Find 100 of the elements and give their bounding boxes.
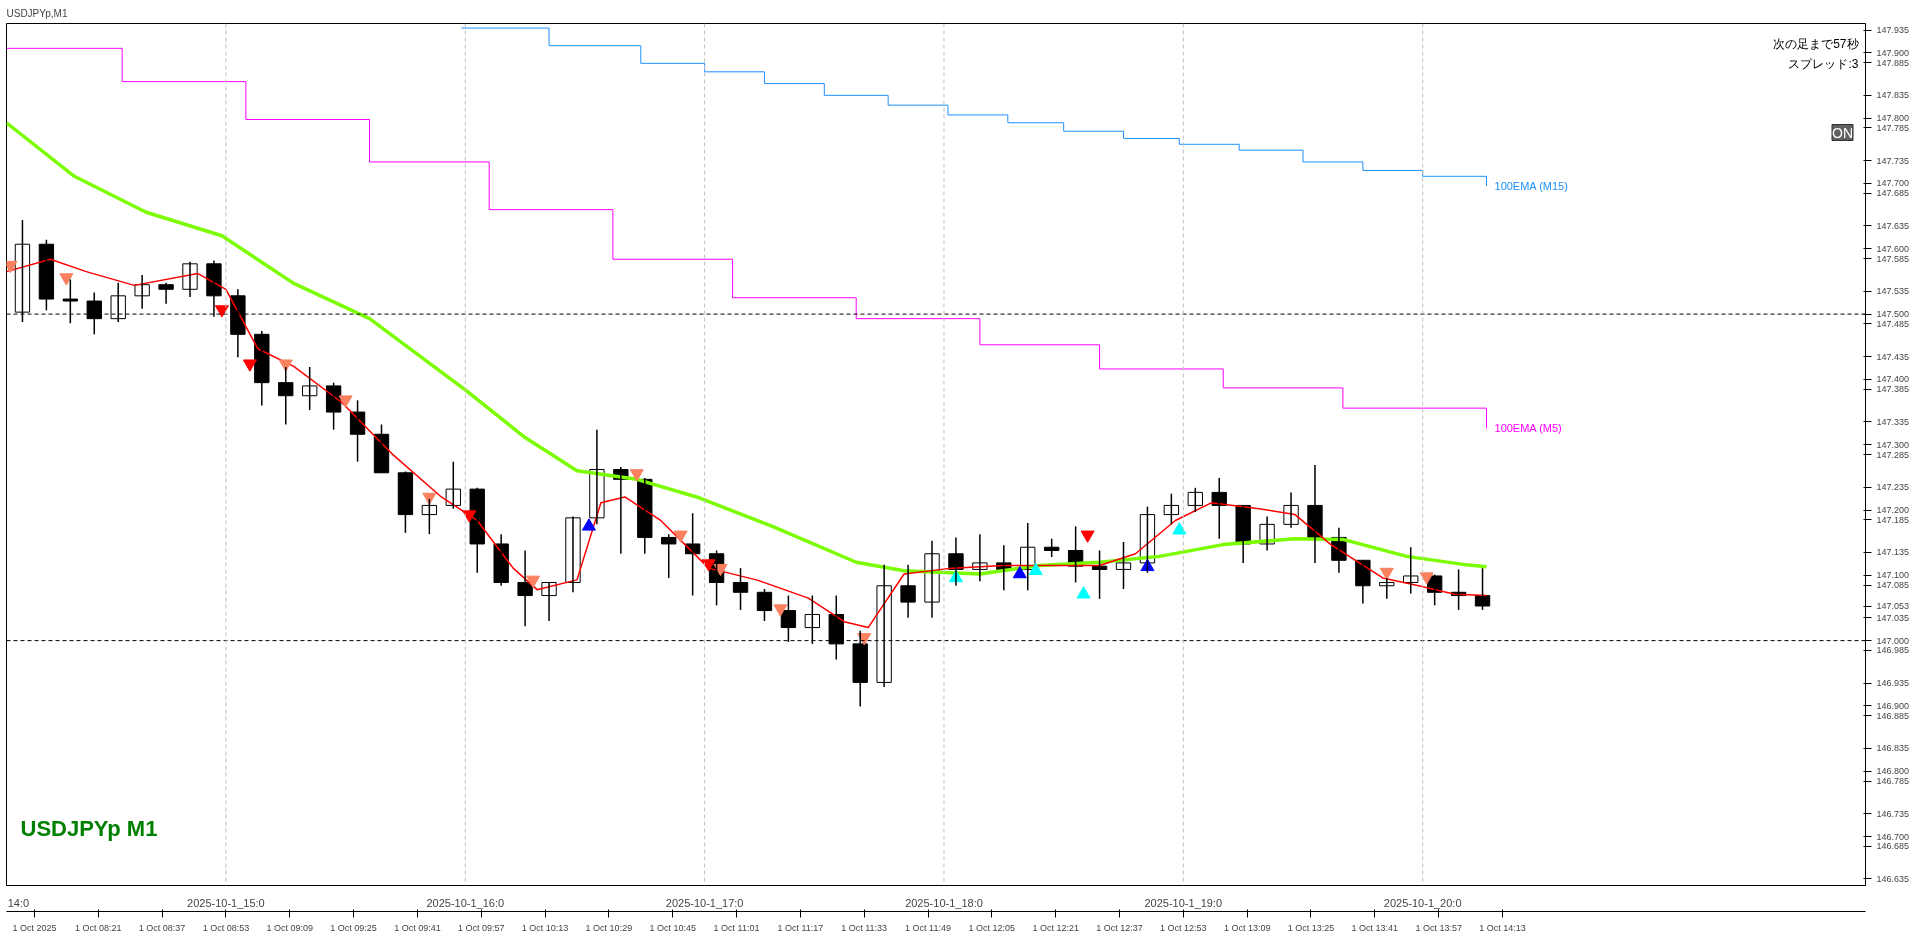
x2-tick-label: 1 Oct 13:41 [1351, 922, 1399, 933]
x2-tick-label: 1 Oct 12:53 [1160, 922, 1207, 933]
y-tick-label: 147.100 [1876, 570, 1910, 581]
point [242, 359, 257, 372]
x2-tick-label: 1 Oct 09:25 [330, 922, 377, 933]
y-tick-label: 147.500 [1876, 309, 1910, 320]
y-tick-label: 146.985 [1876, 645, 1910, 656]
y-tick-label: 147.835 [1876, 90, 1910, 101]
x2-tick-label: 1 Oct 13:25 [1287, 922, 1335, 933]
candlestick [302, 366, 318, 411]
x2-tick-label: 1 Oct 10:29 [585, 922, 633, 933]
y-tick-label: 147.485 [1876, 318, 1910, 329]
y-tick-label: 146.700 [1876, 831, 1910, 842]
y-tick-label: 146.785 [1876, 776, 1910, 787]
x2-tick-label: 1 Oct 10:45 [649, 922, 696, 933]
x2-tick-label: 1 Oct 08:21 [74, 922, 122, 933]
x2-tick-label: 1 Oct 11:49 [905, 922, 951, 933]
y-tick-label: 147.685 [1876, 188, 1910, 199]
x2-tick-label: 1 Oct 13:57 [1415, 922, 1462, 933]
point [673, 530, 688, 543]
y-tick-label: 147.285 [1876, 449, 1910, 460]
candlestick [1115, 541, 1132, 590]
x2-tick-label: 1 Oct 10:13 [521, 922, 569, 933]
x2-tick-label: 1 Oct 08:37 [138, 922, 186, 933]
x2-tick-label: 1 Oct 12:21 [1032, 922, 1079, 933]
y-tick-label: 147.935 [1876, 25, 1910, 36]
x2-tick-label: 1 Oct 13:09 [1223, 922, 1271, 933]
candlestick [1403, 546, 1419, 595]
x2-tick-label: 1 Oct 09:57 [457, 922, 505, 933]
x-tick-label: 2025-10-1_19:0 [1144, 896, 1223, 909]
point [59, 273, 74, 286]
point [526, 575, 541, 588]
y-tick-label: 146.735 [1876, 808, 1910, 819]
x-tick-label: 2025-10-1_20:0 [1383, 896, 1462, 909]
annotation: USDJPYp M1 [20, 815, 158, 841]
y-tick-label: 147.900 [1876, 47, 1910, 58]
x2-tick-label: 1 Oct 11:01 [713, 922, 760, 933]
x2-tick-label: 1 Oct 14:13 [1479, 922, 1526, 933]
y-tick-label: 146.800 [1876, 766, 1910, 777]
point [1379, 567, 1394, 581]
candlestick [900, 564, 916, 619]
y-tick-label: 147.535 [1876, 286, 1910, 297]
x2-tick-label: 1 Oct 08:53 [202, 922, 250, 933]
annotation: 次の足まで57秒 [1773, 36, 1859, 51]
point [629, 469, 644, 482]
x2-tick-label: 1 Oct 12:05 [968, 922, 1016, 933]
annotation: ON [1832, 124, 1853, 141]
y-tick-label: 147.053 [1876, 601, 1910, 611]
y-tick-label: 147.200 [1876, 505, 1910, 516]
x2-tick-label: 1 Oct 09:41 [394, 922, 441, 933]
candlestick [1044, 537, 1060, 558]
y-tick-label: 147.085 [1876, 580, 1910, 591]
point [1080, 530, 1095, 543]
y-tick-label: 147.635 [1876, 220, 1910, 231]
x2-tick-label: 1 Oct 12:37 [1096, 922, 1143, 933]
y-tick-label: 147.735 [1876, 155, 1910, 166]
point [338, 395, 353, 408]
y-tick-label: 147.585 [1876, 253, 1910, 264]
candlestick [158, 282, 174, 305]
series-label: 100EMA (M5) [1494, 422, 1562, 435]
candlestick [397, 470, 414, 534]
y-tick-label: 146.635 [1876, 873, 1910, 884]
y-tick-label: 147.700 [1876, 178, 1910, 189]
y-tick-label: 147.185 [1876, 514, 1910, 525]
x2-tick-label: 1 Oct 2025 [12, 922, 57, 933]
x2-tick-label: 1 Oct 11:17 [777, 922, 824, 933]
y-tick-label: 147.385 [1876, 384, 1910, 395]
candlestick [1474, 567, 1491, 611]
y-tick-label: 147.135 [1876, 547, 1910, 558]
y-tick-label: 147.035 [1876, 612, 1910, 623]
series-label: 100EMA (M15) [1494, 180, 1568, 193]
point [701, 559, 716, 572]
point [214, 305, 229, 318]
x-tick-label: 2025-10-1_17:0 [665, 896, 744, 909]
y-tick-label: 147.800 [1876, 113, 1910, 124]
y-tick-label: 147.300 [1876, 439, 1910, 450]
y-tick-label: 146.900 [1876, 700, 1910, 711]
y-tick-label: 147.235 [1876, 482, 1910, 493]
y-tick-label: 146.935 [1876, 678, 1910, 689]
x2-tick-label: 1 Oct 09:09 [266, 922, 313, 933]
candlestick [445, 460, 461, 510]
x-tick-label: 2025-10-1_18:0 [905, 896, 983, 909]
chart-title: USDJPYp,M1 [6, 7, 68, 19]
y-tick-label: 147.335 [1876, 416, 1910, 427]
x-tick-label: 2025-10-1_15:0 [187, 896, 265, 909]
x-tick-label: 2025-10-1_16:0 [426, 896, 505, 909]
candlestick [1163, 492, 1180, 526]
candlestick [1187, 487, 1203, 513]
y-tick-label: 146.685 [1876, 841, 1910, 852]
point [422, 492, 437, 505]
y-tick-label: 147.600 [1876, 243, 1910, 254]
y-tick-label: 147.885 [1876, 57, 1910, 68]
x-tick-label: 14:0 [7, 896, 30, 909]
candlestick [732, 567, 749, 611]
annotation: スプレッド:3 [1788, 56, 1859, 71]
point [773, 604, 788, 617]
y-tick-label: 146.835 [1876, 743, 1910, 754]
line-series [6, 121, 1489, 576]
y-tick-label: 147.435 [1876, 351, 1910, 362]
y-tick-label: 146.885 [1876, 710, 1910, 721]
